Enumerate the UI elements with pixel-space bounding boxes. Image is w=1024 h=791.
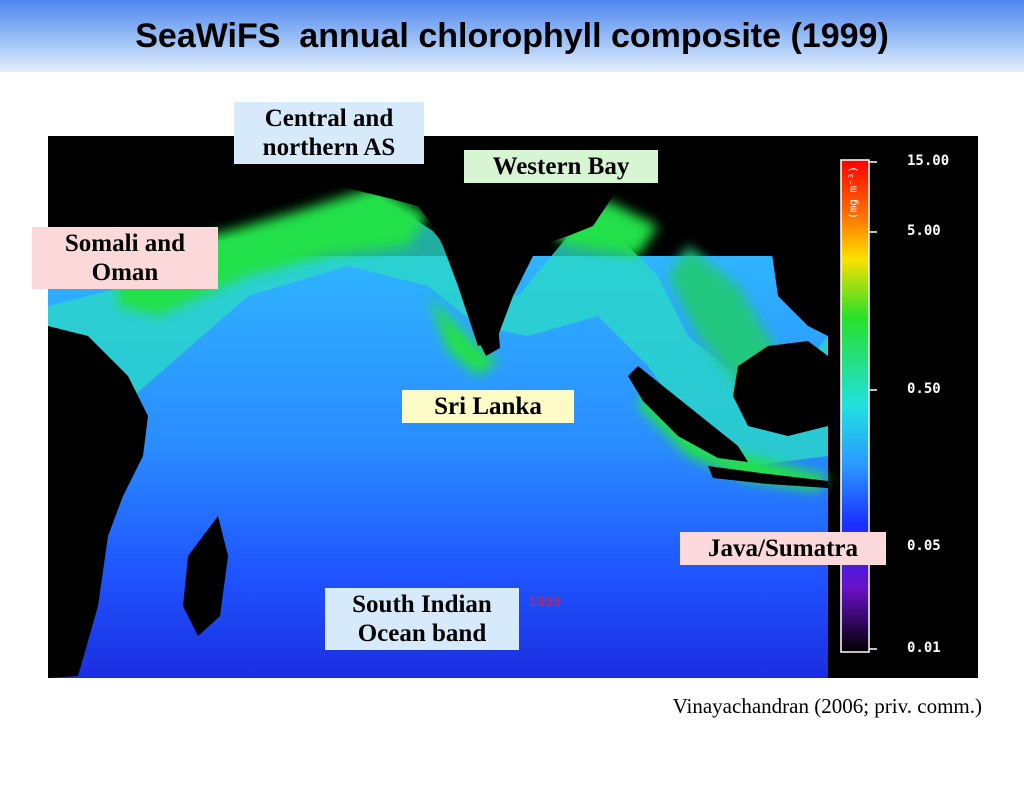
colorbar xyxy=(840,159,870,653)
label-central-northern-as: Central and northern AS xyxy=(234,102,424,164)
land-indochina xyxy=(768,196,828,336)
colorbar-tick-label: 15.00 xyxy=(907,153,950,169)
label-somali-oman: Somali and Oman xyxy=(32,227,218,289)
land-madagascar xyxy=(183,516,228,636)
label-java-sumatra: Java/Sumatra xyxy=(680,532,886,565)
colorbar-tick-label: 0.05 xyxy=(907,538,941,554)
title-bar: SeaWiFS annual chlorophyll composite (19… xyxy=(0,0,1024,72)
label-sri-lanka: Sri Lanka xyxy=(402,390,574,423)
land-asia xyxy=(48,136,978,346)
colorbar-tick-label: 5.00 xyxy=(907,223,941,239)
land-java xyxy=(708,466,828,488)
label-south-indian-ocean: South Indian Ocean band xyxy=(325,588,519,650)
land-borneo xyxy=(733,341,828,436)
land-sri-lanka xyxy=(476,314,500,356)
label-western-bay: Western Bay xyxy=(464,150,658,183)
colorbar-unit: (mg m⁻³) xyxy=(846,166,860,219)
page-title: SeaWiFS annual chlorophyll composite (19… xyxy=(135,17,889,55)
colorbar-tick-label: 0.01 xyxy=(907,640,941,656)
land-africa xyxy=(48,326,148,678)
land-sumatra xyxy=(628,366,748,462)
credit-text: Vinayachandran (2006; priv. comm.) xyxy=(672,694,982,718)
colorbar-tick-label: 0.50 xyxy=(907,381,941,397)
year-stamp: 1999 xyxy=(529,593,561,609)
